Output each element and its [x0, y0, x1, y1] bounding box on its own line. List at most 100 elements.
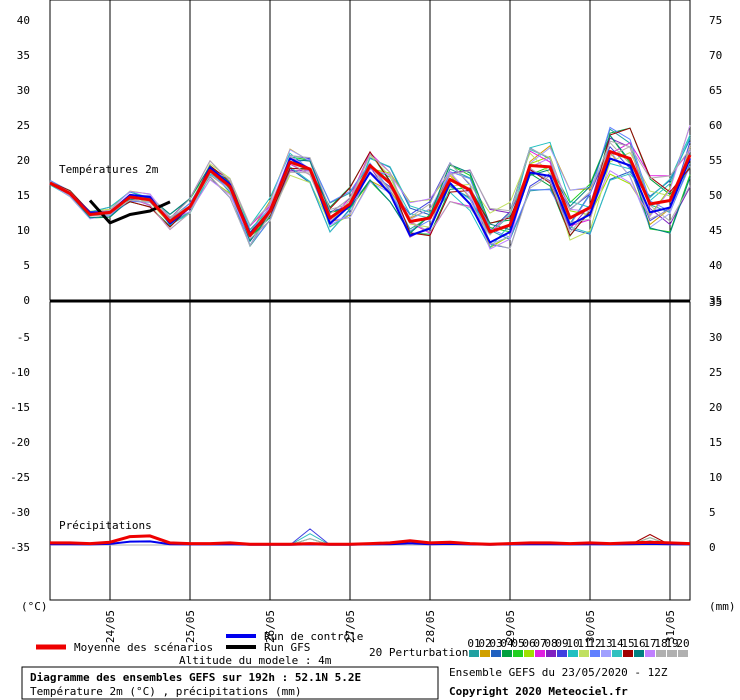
perturbation-swatch	[623, 650, 633, 657]
date-tick-label: 26/05	[264, 610, 277, 643]
temp-right-tick: 40	[709, 259, 722, 272]
precip-right-tick: 30	[709, 331, 722, 344]
perturbation-number: 18	[654, 637, 667, 650]
perturbation-swatch	[656, 650, 666, 657]
precip-left-tick: -25	[10, 471, 30, 484]
temp-left-tick: 20	[17, 154, 30, 167]
main-series	[49, 150, 692, 546]
perturbation-number: 06	[522, 637, 535, 650]
temp-right-tick: 50	[709, 189, 722, 202]
temp-perturbation-line	[49, 127, 691, 237]
footer-copyright: Copyright 2020 Meteociel.fr	[449, 685, 628, 698]
perturbation-swatch	[546, 650, 556, 657]
perturbation-number: 12	[588, 637, 601, 650]
temp-left-tick: 35	[17, 49, 30, 62]
precip-left-tick: -35	[10, 541, 30, 554]
temp-left-tick: 25	[17, 119, 30, 132]
temp-left-tick: 40	[17, 14, 30, 27]
temp-left-tick: 5	[23, 259, 30, 272]
temp-left-tick: 15	[17, 189, 30, 202]
legend-control-label: Run de contrôle	[264, 630, 363, 643]
precip-mean-line	[50, 534, 691, 546]
perturbation-swatch	[667, 650, 677, 657]
precip-panel-frame	[49, 301, 691, 601]
perturbation-swatch	[491, 650, 501, 657]
perturbation-number: 05	[511, 637, 524, 650]
temp-mean-line	[49, 150, 692, 237]
footer-title: Diagramme des ensembles GEFS sur 192h : …	[30, 671, 361, 684]
left-unit-label: (°C)	[21, 600, 48, 613]
precip-left-tick: -5	[17, 331, 30, 344]
right-unit-label: (mm)	[709, 600, 736, 613]
temperature-panel-frame	[49, 0, 691, 301]
perturbation-number: 02	[478, 637, 491, 650]
temp-perturbation-line	[49, 128, 691, 248]
precip-left-tick: -20	[10, 436, 30, 449]
legend-gfs-label: Run GFS	[264, 641, 310, 654]
perturbation-number: 11	[577, 637, 590, 650]
precipitation-panel-label: Précipitations	[59, 519, 152, 532]
date-tick-label: 31/05	[664, 610, 677, 643]
perturbation-swatch	[502, 650, 512, 657]
perturbation-number: 13	[599, 637, 612, 650]
perturbation-swatch	[601, 650, 611, 657]
temp-perturbation-line	[49, 125, 691, 249]
precip-right-tick: 5	[709, 506, 716, 519]
perturbation-number: 17	[643, 637, 656, 650]
date-tick-label: 28/05	[424, 610, 437, 643]
temp-perturbation-line	[49, 126, 691, 247]
precip-right-tick: 20	[709, 401, 722, 414]
temp-right-tick: 45	[709, 224, 722, 237]
date-tick-label: 24/05	[104, 610, 117, 643]
perturbation-swatch	[612, 650, 622, 657]
legend-perturbations-label: 20 Perturbations	[369, 646, 475, 659]
precip-right-tick: 10	[709, 471, 722, 484]
perturbation-swatch	[513, 650, 523, 657]
temp-left-tick: 0	[23, 294, 30, 307]
date-tick-label: 25/05	[184, 610, 197, 643]
temp-perturbation-line	[49, 145, 691, 236]
grid	[109, 0, 671, 600]
legend: Moyenne des scénarios Run de contrôle Ru…	[36, 630, 690, 667]
temp-right-tick: 55	[709, 154, 722, 167]
perturbation-number: 20	[676, 637, 689, 650]
perturbation-swatch	[557, 650, 567, 657]
precip-left-tick: -30	[10, 506, 30, 519]
temperature-perturbation-lines	[49, 125, 691, 250]
perturbation-number: 14	[610, 637, 624, 650]
precip-right-tick: 0	[709, 541, 716, 554]
legend-mean-label: Moyenne des scénarios	[74, 641, 213, 654]
footer-subtitle: Température 2m (°C) , précipitations (mm…	[30, 685, 302, 698]
perturbation-number: 08	[544, 637, 557, 650]
perturbation-swatch	[480, 650, 490, 657]
temp-left-tick: 30	[17, 84, 30, 97]
perturbation-swatch	[535, 650, 545, 657]
footer-title-box	[21, 666, 439, 700]
perturbation-swatch	[634, 650, 644, 657]
precip-right-tick: 35	[709, 296, 722, 309]
axis-ticks: 24/05 25/05 26/05 27/05 28/05 29/05 30/05 31/05…	[10, 14, 722, 643]
temp-right-tick: 70	[709, 49, 722, 62]
perturbation-number: 01	[467, 637, 480, 650]
perturbation-swatch	[579, 650, 589, 657]
perturbation-number: 19	[665, 637, 678, 650]
perturbation-number: 16	[632, 637, 645, 650]
temp-right-tick: 75	[709, 14, 722, 27]
temp-left-tick: 10	[17, 224, 30, 237]
perturbation-swatch	[678, 650, 688, 657]
perturbation-swatch	[590, 650, 600, 657]
perturbation-swatch	[524, 650, 534, 657]
precip-right-tick: 15	[709, 436, 722, 449]
precip-left-tick: -10	[10, 366, 30, 379]
perturbation-number: 07	[533, 637, 546, 650]
temp-right-tick: 60	[709, 119, 722, 132]
date-tick-label: 30/05	[584, 610, 597, 643]
temp-right-tick: 35	[709, 294, 722, 307]
perturbation-swatch	[645, 650, 655, 657]
perturbation-number: 15	[621, 637, 634, 650]
precip-left-tick: -15	[10, 401, 30, 414]
temp-perturbation-line	[49, 125, 691, 250]
perturbation-number: 10	[566, 637, 579, 650]
